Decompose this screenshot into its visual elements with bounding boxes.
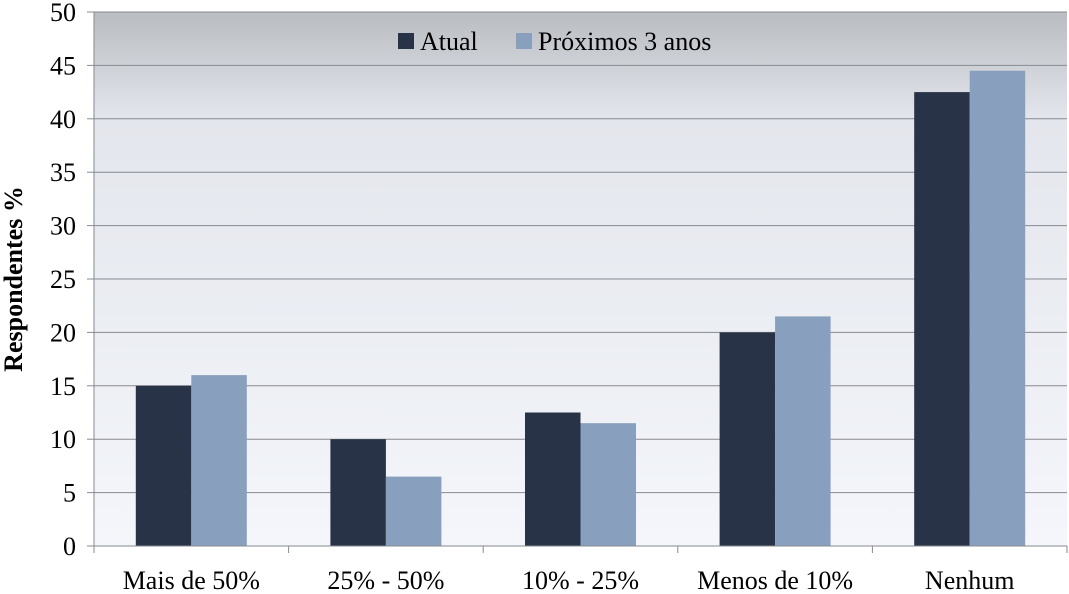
bar-series-1 [525, 412, 581, 546]
y-tick-label: 0 [63, 532, 76, 561]
legend-swatch [516, 33, 532, 49]
y-tick-label: 40 [50, 105, 76, 134]
legend-swatch [398, 33, 414, 49]
y-tick-label: 30 [50, 212, 76, 241]
x-tick-labels: Mais de 50% 25% - 50% 10% - 25% Menos de 10… [123, 566, 1015, 594]
x-tick-label: 25% - 50% [327, 566, 444, 594]
bar-series-1 [914, 92, 970, 546]
legend-label: Próximos 3 anos [538, 27, 711, 56]
bar-series-2 [969, 70, 1026, 547]
legend: Atual Próximos 3 anos [398, 27, 711, 56]
y-tick-label: 50 [50, 0, 76, 27]
y-tick-label: 15 [50, 372, 76, 401]
x-tick-label: Menos de 10% [697, 566, 853, 594]
bar-series-2 [385, 476, 442, 546]
y-axis-title: Respondentes % [0, 186, 28, 372]
bar-series-1 [719, 332, 776, 546]
legend-label: Atual [420, 27, 478, 56]
bar-series-2 [580, 423, 636, 546]
y-tick-label: 35 [50, 158, 76, 187]
y-tick-label: 20 [50, 318, 76, 347]
y-tick-label: 25 [50, 265, 76, 294]
y-tick-label: 10 [50, 425, 76, 454]
y-tick-labels: 0 5 10 15 20 25 30 35 40 45 50 [50, 0, 76, 561]
bar-series-1 [135, 385, 192, 546]
bar-series-2 [191, 375, 247, 546]
axes [93, 12, 1068, 553]
y-tick-label: 5 [63, 479, 76, 508]
x-tick-label: 10% - 25% [522, 566, 639, 594]
bars [135, 70, 1026, 547]
bar-series-1 [330, 439, 386, 546]
x-tick-label: Mais de 50% [123, 566, 260, 594]
x-tick-label: Nenhum [925, 566, 1015, 594]
y-tick-label: 45 [50, 51, 76, 80]
bar-series-2 [775, 316, 831, 546]
